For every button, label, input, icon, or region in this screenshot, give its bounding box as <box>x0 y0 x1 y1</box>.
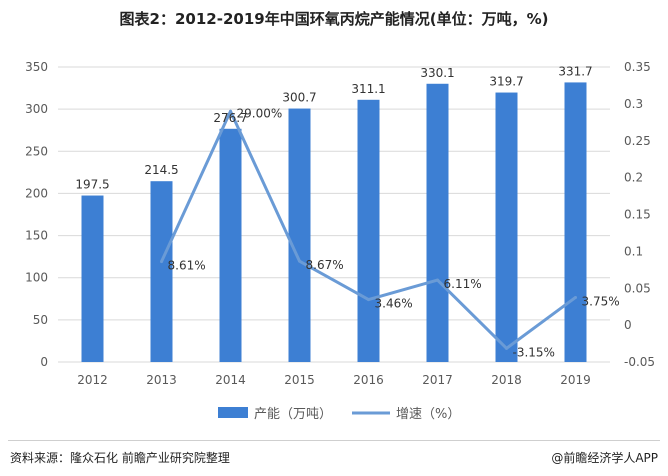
growth-value-label: -3.15% <box>513 345 555 359</box>
legend-bar-swatch <box>218 407 248 418</box>
data-labels: 197.5 214.5 276.7 300.7 311.1 330.1 319.7 331.7… <box>75 64 619 359</box>
chart-title: 图表2：2012-2019年中国环氧丙烷产能情况(单位：万吨，%) <box>119 10 549 28</box>
gridlines <box>58 66 610 363</box>
x-tick-label: 2013 <box>146 373 177 387</box>
y-left-tick-label: 350 <box>25 60 48 74</box>
footer-divider <box>8 440 660 441</box>
y-right-tick-label: 0.25 <box>624 134 651 148</box>
bar-value-label: 330.1 <box>420 66 454 80</box>
x-tick-label: 2018 <box>491 373 522 387</box>
bar-2017 <box>426 83 449 362</box>
bar-2015 <box>288 108 311 362</box>
bar-value-label: 300.7 <box>282 91 316 105</box>
growth-value-label: 8.61% <box>168 259 206 273</box>
x-tick-label: 2019 <box>560 373 591 387</box>
legend-bar-label: 产能（万吨） <box>254 407 332 422</box>
y-left-tick-label: 150 <box>25 229 48 243</box>
line-point-2013 <box>160 260 163 264</box>
bar-2019 <box>564 82 587 362</box>
legend-line-label: 增速（%） <box>396 407 460 422</box>
line-point-2018 <box>505 346 508 350</box>
bar-value-label: 331.7 <box>558 64 592 78</box>
bar-value-label: 214.5 <box>144 163 178 177</box>
y-left-tick-label: 200 <box>25 186 48 200</box>
y-left-tick-label: 0 <box>40 355 48 369</box>
bar-value-label: 319.7 <box>489 75 523 89</box>
bar-value-label: 276.7 <box>213 111 247 125</box>
y-left-tick-label: 50 <box>33 313 48 327</box>
line-point-2017 <box>436 278 439 282</box>
line-series <box>160 109 577 350</box>
bar-2013 <box>150 181 173 362</box>
line-point-2015 <box>298 259 301 263</box>
growth-value-label: 8.67% <box>306 258 344 272</box>
growth-value-label: 3.75% <box>582 294 620 308</box>
growth-value-label: 3.46% <box>375 297 413 311</box>
source-note: 资料来源：隆众石化 前瞻产业研究院整理 <box>10 451 230 465</box>
legend: 产能（万吨） 增速（%） <box>218 407 460 422</box>
x-tick-label: 2017 <box>422 373 453 387</box>
bar-2014 <box>219 128 242 362</box>
growth-value-label: 29.00% <box>237 106 283 120</box>
y-right-tick-label: 0 <box>624 318 632 332</box>
y-right-tick-label: 0.2 <box>624 171 643 185</box>
bar-2016 <box>357 99 380 362</box>
axes: 0 50 100 150 200 250 300 350 -0.05 0 0.05 0.1 0.15 0.… <box>25 60 655 387</box>
x-tick-label: 2012 <box>77 373 108 387</box>
x-tick-label: 2015 <box>284 373 315 387</box>
brand-credit: @前瞻经济学人APP <box>551 451 658 465</box>
y-right-tick-label: 0.35 <box>624 60 651 74</box>
y-right-tick-label: 0.15 <box>624 208 651 222</box>
y-right-tick-label: -0.05 <box>624 355 655 369</box>
y-right-tick-label: 0.1 <box>624 244 643 258</box>
y-left-tick-label: 250 <box>25 144 48 158</box>
y-right-tick-label: 0.05 <box>624 281 651 295</box>
y-left-tick-label: 300 <box>25 102 48 116</box>
line-point-2014 <box>229 109 232 113</box>
bar-2012 <box>81 195 104 362</box>
bar-value-label: 197.5 <box>75 178 109 192</box>
growth-value-label: 6.11% <box>444 277 482 291</box>
bar-value-label: 311.1 <box>351 82 385 96</box>
y-left-tick-label: 100 <box>25 271 48 285</box>
bar-2018 <box>495 92 518 362</box>
y-right-tick-label: 0.3 <box>624 97 643 111</box>
x-tick-label: 2014 <box>215 373 246 387</box>
line-point-2019 <box>574 295 577 299</box>
line-point-2016 <box>367 298 370 302</box>
x-tick-label: 2016 <box>353 373 384 387</box>
